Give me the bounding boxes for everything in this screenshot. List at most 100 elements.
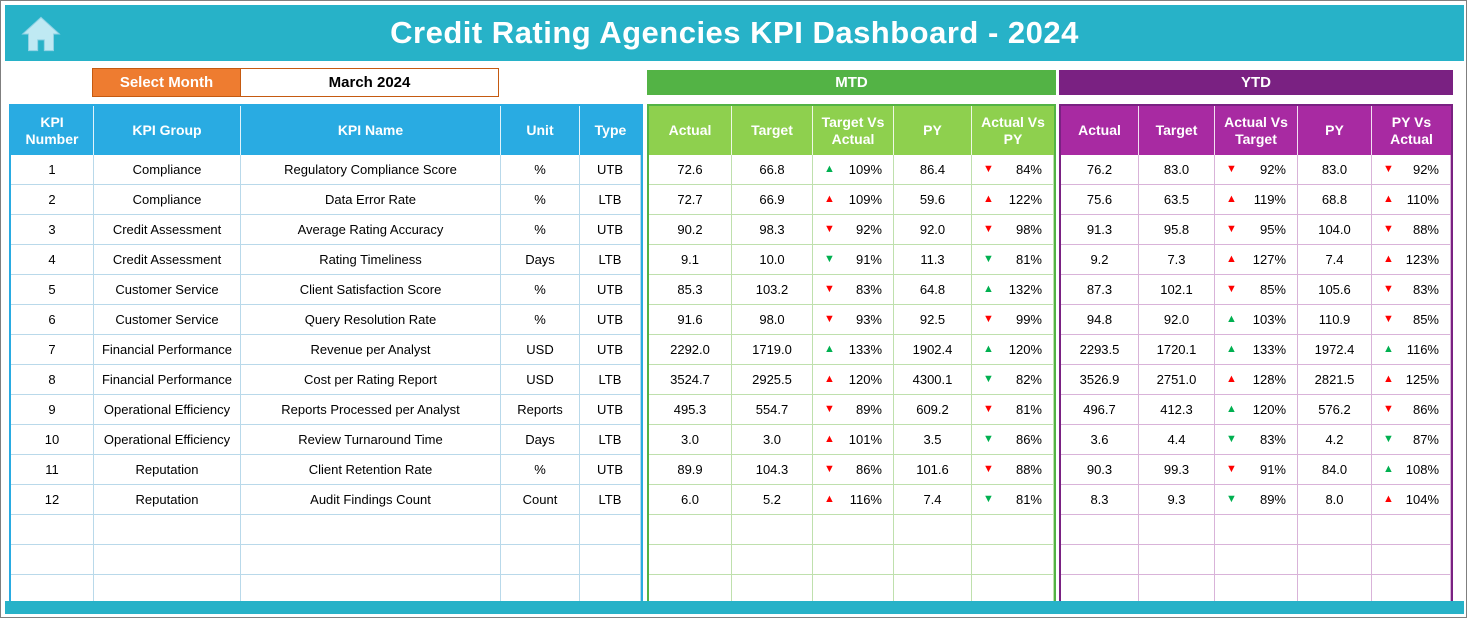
cell-unit-empty — [501, 515, 580, 545]
cell-ytd-py-vs-actual: ▼ 87% — [1372, 425, 1451, 455]
cell-mtd-actual-vs-py: ▼ 99% — [972, 305, 1054, 335]
cell-mtd-target: 5.2 — [732, 485, 813, 515]
cell-ytd-actual-vs-target-value: 95% — [1259, 222, 1286, 237]
cell-ytd-actual — [1061, 515, 1139, 545]
down-triangle-icon: ▼ — [1226, 283, 1237, 295]
cell-ytd-actual-vs-target: ▼ 92% — [1215, 155, 1298, 185]
cell-kpi-number-empty — [11, 515, 94, 545]
cell-ytd-target: 7.3 — [1139, 245, 1215, 275]
cell-ytd-target: 4.4 — [1139, 425, 1215, 455]
cell-type: LTB — [580, 365, 641, 395]
cell-mtd-target: 66.8 — [732, 155, 813, 185]
cell-kpi-name-empty — [241, 575, 501, 605]
cell-ytd-actual-vs-target-value: 133% — [1252, 342, 1286, 357]
cell-mtd-py: 7.4 — [894, 485, 972, 515]
cell-ytd-actual-vs-target — [1215, 515, 1298, 545]
down-triangle-icon: ▼ — [824, 463, 835, 475]
cell-kpi-group-empty — [94, 515, 241, 545]
cell-kpi-name: Regulatory Compliance Score — [241, 155, 501, 185]
cell-mtd-target: 2925.5 — [732, 365, 813, 395]
header-mtd-actual-vs-py: Actual Vs PY — [972, 106, 1054, 155]
up-triangle-icon: ▲ — [983, 283, 994, 295]
cell-mtd-py: 92.5 — [894, 305, 972, 335]
cell-mtd-target-vs-actual: ▲ 120% — [813, 365, 894, 395]
cell-kpi-number: 11 — [11, 455, 94, 485]
cell-kpi-number: 6 — [11, 305, 94, 335]
cell-kpi-group-empty — [94, 575, 241, 605]
cell-mtd-py: 59.6 — [894, 185, 972, 215]
cell-unit: USD — [501, 335, 580, 365]
cell-ytd-py-vs-actual — [1372, 575, 1451, 605]
cell-mtd-target-vs-actual-value: 91% — [855, 252, 882, 267]
cell-ytd-target: 95.8 — [1139, 215, 1215, 245]
up-triangle-icon: ▲ — [824, 433, 835, 445]
down-triangle-icon: ▼ — [824, 403, 835, 415]
cell-ytd-py-vs-actual: ▲ 110% — [1372, 185, 1451, 215]
cell-ytd-actual-vs-target-value: 92% — [1259, 162, 1286, 177]
cell-mtd-actual: 3.0 — [649, 425, 732, 455]
cell-unit: % — [501, 215, 580, 245]
cell-ytd-actual-vs-target-value: 119% — [1253, 192, 1286, 207]
cell-ytd-py-vs-actual-value: 116% — [1406, 342, 1439, 357]
up-triangle-icon: ▲ — [1383, 463, 1394, 475]
cell-ytd-py: 68.8 — [1298, 185, 1372, 215]
cell-ytd-py-vs-actual-value: 86% — [1412, 402, 1439, 417]
cell-ytd-py: 576.2 — [1298, 395, 1372, 425]
cell-kpi-number: 9 — [11, 395, 94, 425]
cell-ytd-actual: 91.3 — [1061, 215, 1139, 245]
cell-mtd-target-vs-actual: ▲ 109% — [813, 155, 894, 185]
cell-type: LTB — [580, 185, 641, 215]
cell-ytd-actual-vs-target: ▲ 120% — [1215, 395, 1298, 425]
up-triangle-icon: ▲ — [1226, 373, 1237, 385]
cell-unit: USD — [501, 365, 580, 395]
cell-ytd-actual-vs-target: ▼ 89% — [1215, 485, 1298, 515]
up-triangle-icon: ▲ — [824, 343, 835, 355]
down-triangle-icon: ▼ — [983, 403, 994, 415]
cell-ytd-py-vs-actual — [1372, 515, 1451, 545]
cell-ytd-target: 83.0 — [1139, 155, 1215, 185]
down-triangle-icon: ▼ — [1383, 433, 1394, 445]
cell-kpi-number: 12 — [11, 485, 94, 515]
up-triangle-icon: ▲ — [983, 193, 994, 205]
cell-ytd-actual-vs-target-value: 85% — [1259, 282, 1286, 297]
cell-unit-empty — [501, 545, 580, 575]
month-selector: Select Month March 2024 — [92, 68, 499, 97]
up-triangle-icon: ▲ — [1383, 493, 1394, 505]
cell-ytd-actual-vs-target-value: 89% — [1259, 492, 1286, 507]
cell-type: LTB — [580, 485, 641, 515]
cell-kpi-group: Financial Performance — [94, 365, 241, 395]
cell-ytd-actual: 9.2 — [1061, 245, 1139, 275]
cell-mtd-actual-vs-py-value: 88% — [1015, 462, 1042, 477]
cell-mtd-actual-vs-py: ▲ 132% — [972, 275, 1054, 305]
cell-mtd-py — [894, 575, 972, 605]
cell-kpi-name: Reports Processed per Analyst — [241, 395, 501, 425]
cell-ytd-py-vs-actual-value: 104% — [1405, 492, 1439, 507]
cell-mtd-target-vs-actual-value: 101% — [848, 432, 882, 447]
down-triangle-icon: ▼ — [1383, 223, 1394, 235]
cell-ytd-actual-vs-target: ▲ 128% — [1215, 365, 1298, 395]
cell-ytd-py-vs-actual-value: 85% — [1412, 312, 1439, 327]
cell-mtd-actual-vs-py-value: 86% — [1015, 432, 1042, 447]
cell-type-empty — [580, 545, 641, 575]
cell-mtd-target-vs-actual — [813, 575, 894, 605]
header-kpi-number: KPI Number — [11, 106, 94, 155]
cell-mtd-target-vs-actual-value: 86% — [855, 462, 882, 477]
cell-mtd-actual: 495.3 — [649, 395, 732, 425]
cell-mtd-target: 103.2 — [732, 275, 813, 305]
cell-ytd-actual-vs-target-value: 83% — [1259, 432, 1286, 447]
home-icon[interactable] — [17, 12, 65, 56]
cell-ytd-target: 92.0 — [1139, 305, 1215, 335]
cell-ytd-py: 1972.4 — [1298, 335, 1372, 365]
cell-unit: Days — [501, 245, 580, 275]
cell-kpi-number: 4 — [11, 245, 94, 275]
up-triangle-icon: ▲ — [1226, 343, 1237, 355]
cell-ytd-py-vs-actual: ▲ 108% — [1372, 455, 1451, 485]
month-value-dropdown[interactable]: March 2024 — [240, 69, 498, 96]
cell-ytd-py: 2821.5 — [1298, 365, 1372, 395]
down-triangle-icon: ▼ — [983, 313, 994, 325]
down-triangle-icon: ▼ — [1383, 313, 1394, 325]
cell-ytd-py-vs-actual-value: 88% — [1412, 222, 1439, 237]
cell-ytd-py-vs-actual: ▼ 92% — [1372, 155, 1451, 185]
up-triangle-icon: ▲ — [1226, 403, 1237, 415]
